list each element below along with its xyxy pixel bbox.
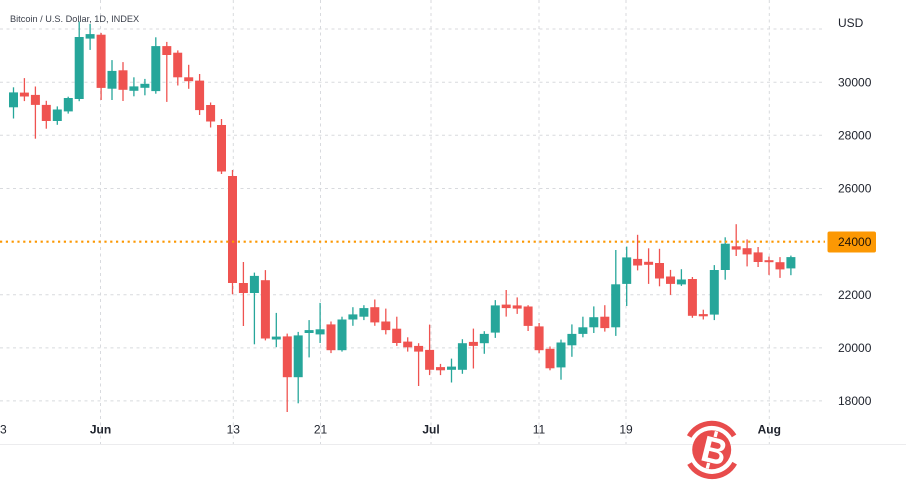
svg-text:Bitcoin / U.S. Dollar, 1D, IND: Bitcoin / U.S. Dollar, 1D, INDEX	[10, 14, 139, 24]
svg-text:19: 19	[619, 423, 633, 437]
svg-text:11: 11	[533, 423, 546, 437]
svg-text:Aug: Aug	[758, 423, 781, 437]
svg-text:Jul: Jul	[422, 423, 439, 437]
svg-text:18000: 18000	[838, 394, 872, 408]
svg-text:30000: 30000	[838, 75, 872, 89]
svg-text:Jun: Jun	[90, 423, 111, 437]
svg-text:28000: 28000	[838, 129, 872, 143]
svg-text:3: 3	[0, 423, 7, 437]
svg-text:13: 13	[227, 423, 241, 437]
svg-text:21: 21	[314, 423, 328, 437]
svg-text:20000: 20000	[838, 341, 872, 355]
svg-text:24000: 24000	[838, 235, 872, 249]
svg-text:22000: 22000	[838, 288, 872, 302]
svg-text:USD: USD	[838, 16, 864, 30]
svg-text:26000: 26000	[838, 182, 872, 196]
